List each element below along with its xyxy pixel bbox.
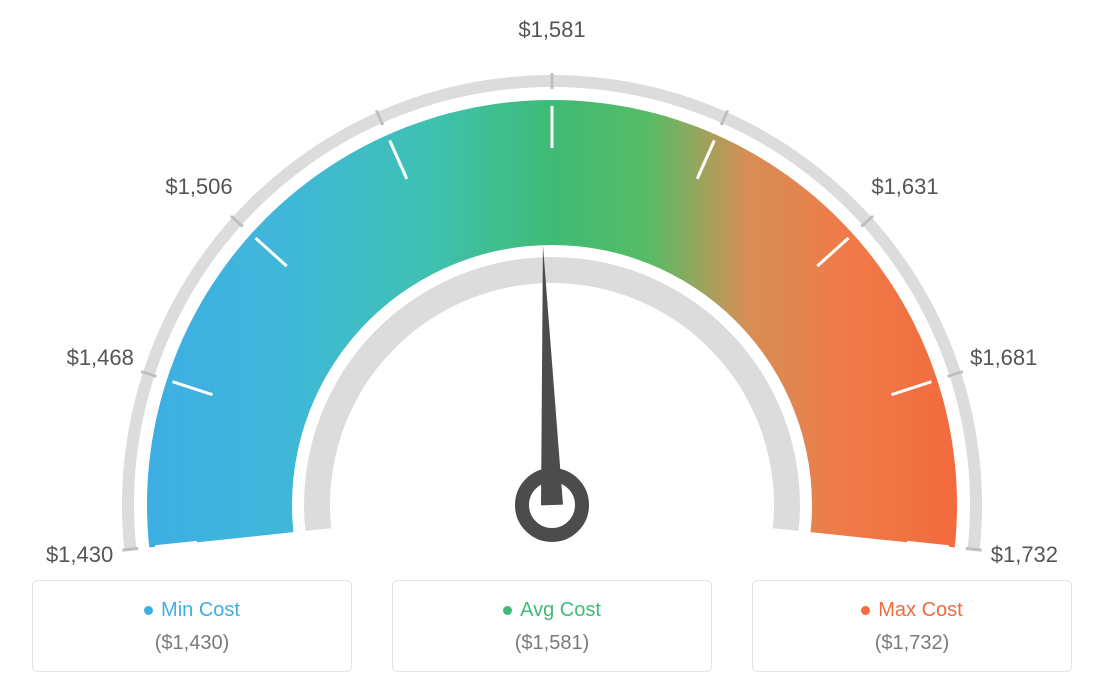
legend-title-avg: Avg Cost <box>503 599 601 622</box>
legend-row: Min Cost ($1,430) Avg Cost ($1,581) Max … <box>20 580 1084 672</box>
dot-icon-avg <box>503 606 512 615</box>
legend-value-min: ($1,430) <box>33 632 351 655</box>
gauge-tick-label: $1,506 <box>165 174 232 200</box>
gauge-tick-label: $1,681 <box>970 345 1037 371</box>
gauge-tick-label: $1,468 <box>67 345 134 371</box>
legend-value-max: ($1,732) <box>753 632 1071 655</box>
gauge-svg <box>20 20 1084 560</box>
gauge-tick-label: $1,631 <box>871 174 938 200</box>
legend-card-min: Min Cost ($1,430) <box>32 580 352 672</box>
legend-card-max: Max Cost ($1,732) <box>752 580 1072 672</box>
gauge-tick-label: $1,581 <box>518 17 585 43</box>
legend-title-max: Max Cost <box>861 599 962 622</box>
legend-title-min-text: Min Cost <box>161 599 240 622</box>
legend-value-avg: ($1,581) <box>393 632 711 655</box>
legend-title-avg-text: Avg Cost <box>520 599 601 622</box>
gauge-tick-label: $1,430 <box>46 542 113 568</box>
gauge-chart: $1,430$1,468$1,506$1,581$1,631$1,681$1,7… <box>20 20 1084 560</box>
legend-title-min: Min Cost <box>144 599 240 622</box>
dot-icon-min <box>144 606 153 615</box>
gauge-tick-label: $1,732 <box>991 542 1058 568</box>
dot-icon-max <box>861 606 870 615</box>
legend-title-max-text: Max Cost <box>878 599 962 622</box>
legend-card-avg: Avg Cost ($1,581) <box>392 580 712 672</box>
